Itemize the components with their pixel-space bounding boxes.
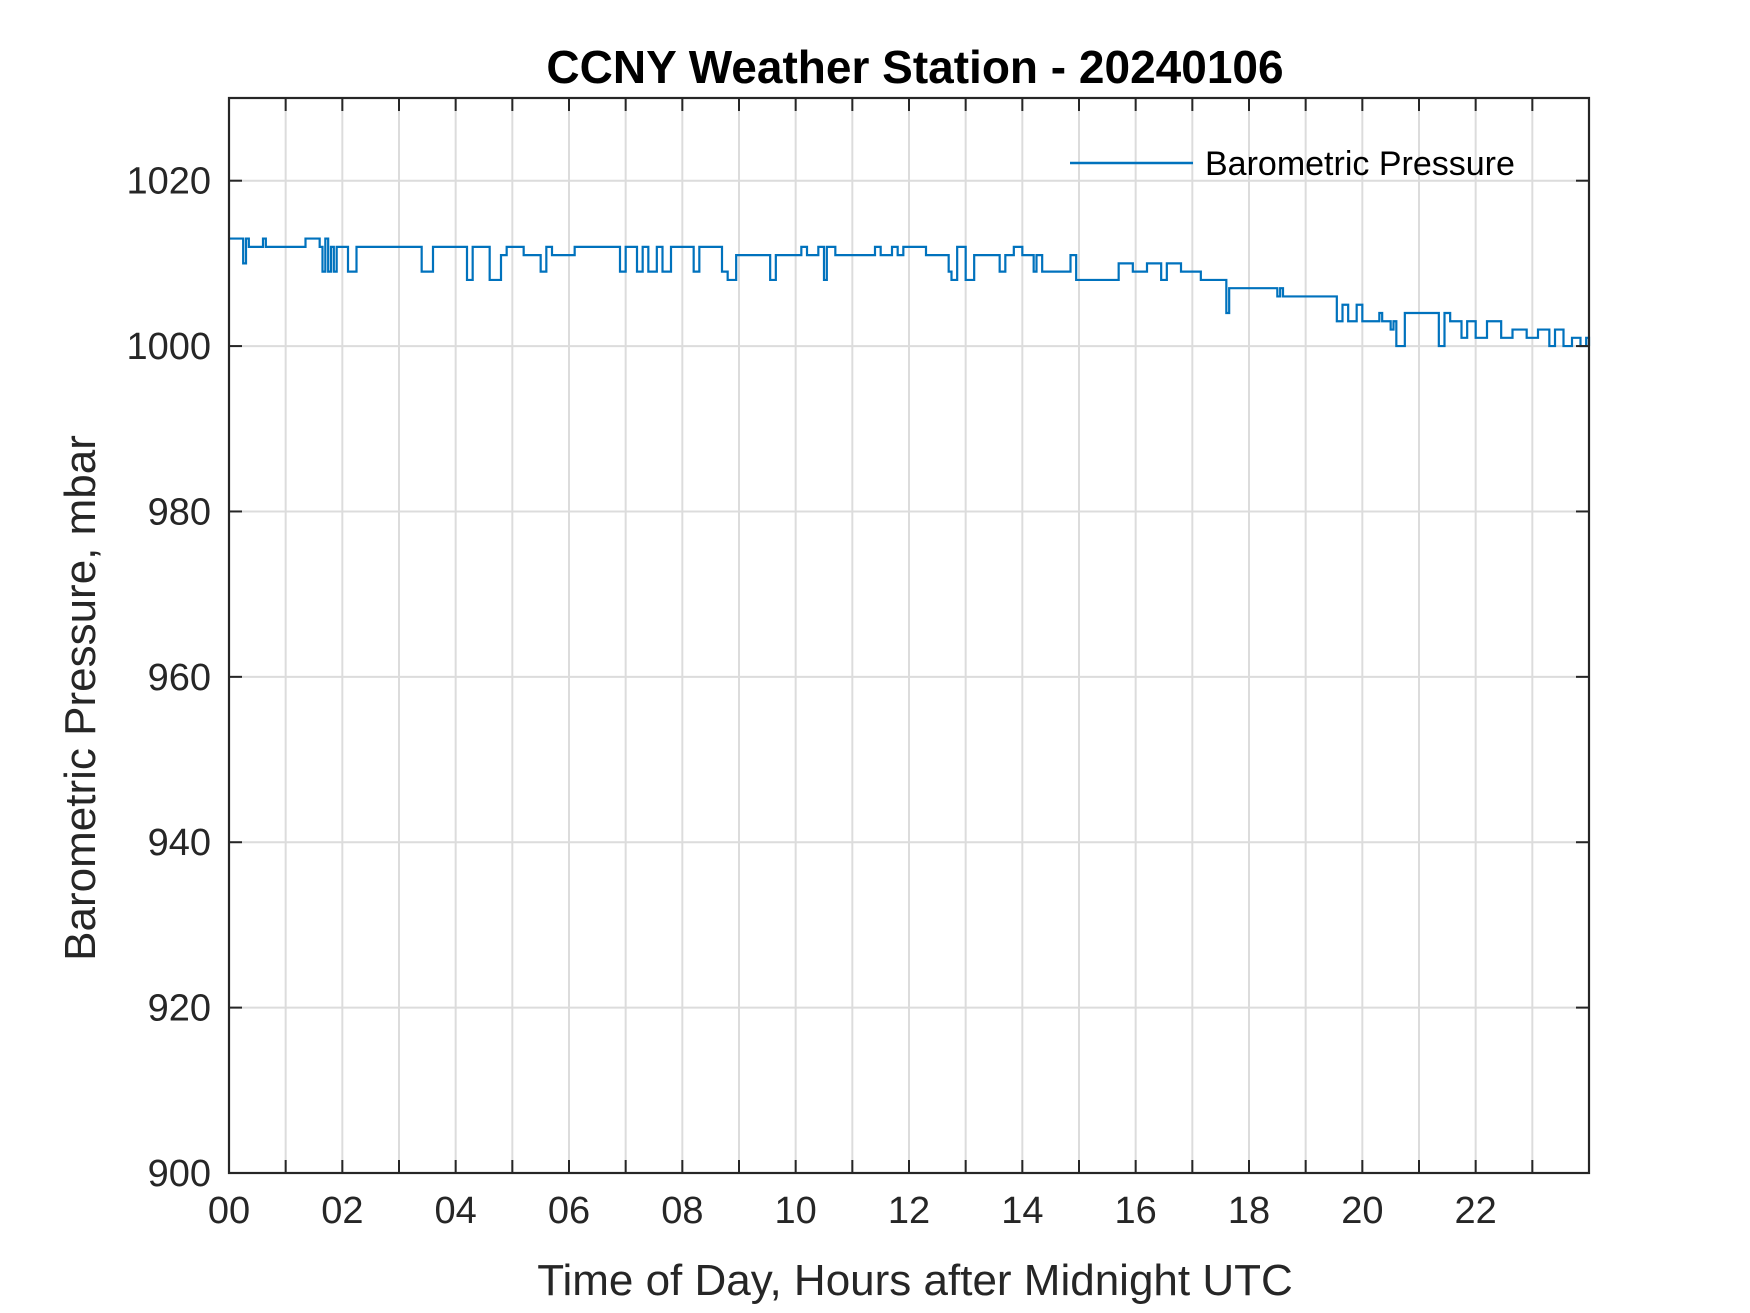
x-tick-label: 06 [548,1190,590,1232]
x-tick-label: 20 [1341,1190,1383,1232]
x-tick-label: 00 [208,1190,250,1232]
x-tick-label: 10 [775,1190,817,1232]
y-tick-label: 900 [148,1153,211,1195]
y-tick-label: 920 [148,988,211,1030]
legend: Barometric Pressure [1070,145,1515,183]
x-tick-label: 14 [1001,1190,1043,1232]
y-tick-label: 960 [148,657,211,699]
y-tick-labels: 900 920 940 960 980 1000 1020 [126,161,211,1195]
x-tick-label: 04 [435,1190,477,1232]
tick-marks [229,98,1589,1174]
y-tick-label: 1020 [126,161,211,203]
chart-title: CCNY Weather Station - 20240106 [546,41,1283,93]
series-layer [229,237,1591,348]
y-tick-label: 980 [148,491,211,533]
grid-lines [229,98,1589,1173]
y-axis-label: Barometric Pressure, mbar [56,435,105,961]
x-tick-label: 08 [661,1190,703,1232]
x-tick-labels: 00 02 04 06 08 10 12 14 16 18 20 22 [208,1190,1497,1232]
x-tick-label: 18 [1228,1190,1270,1232]
y-tick-label: 940 [148,822,211,864]
x-tick-label: 16 [1115,1190,1157,1232]
x-tick-label: 22 [1455,1190,1497,1232]
x-axis-label: Time of Day, Hours after Midnight UTC [537,1256,1293,1305]
legend-label-barometric-pressure: Barometric Pressure [1205,145,1515,183]
y-tick-label: 1000 [126,326,211,368]
x-tick-label: 02 [321,1190,363,1232]
x-tick-label: 12 [888,1190,930,1232]
series-line-barometric-pressure [229,237,1591,348]
